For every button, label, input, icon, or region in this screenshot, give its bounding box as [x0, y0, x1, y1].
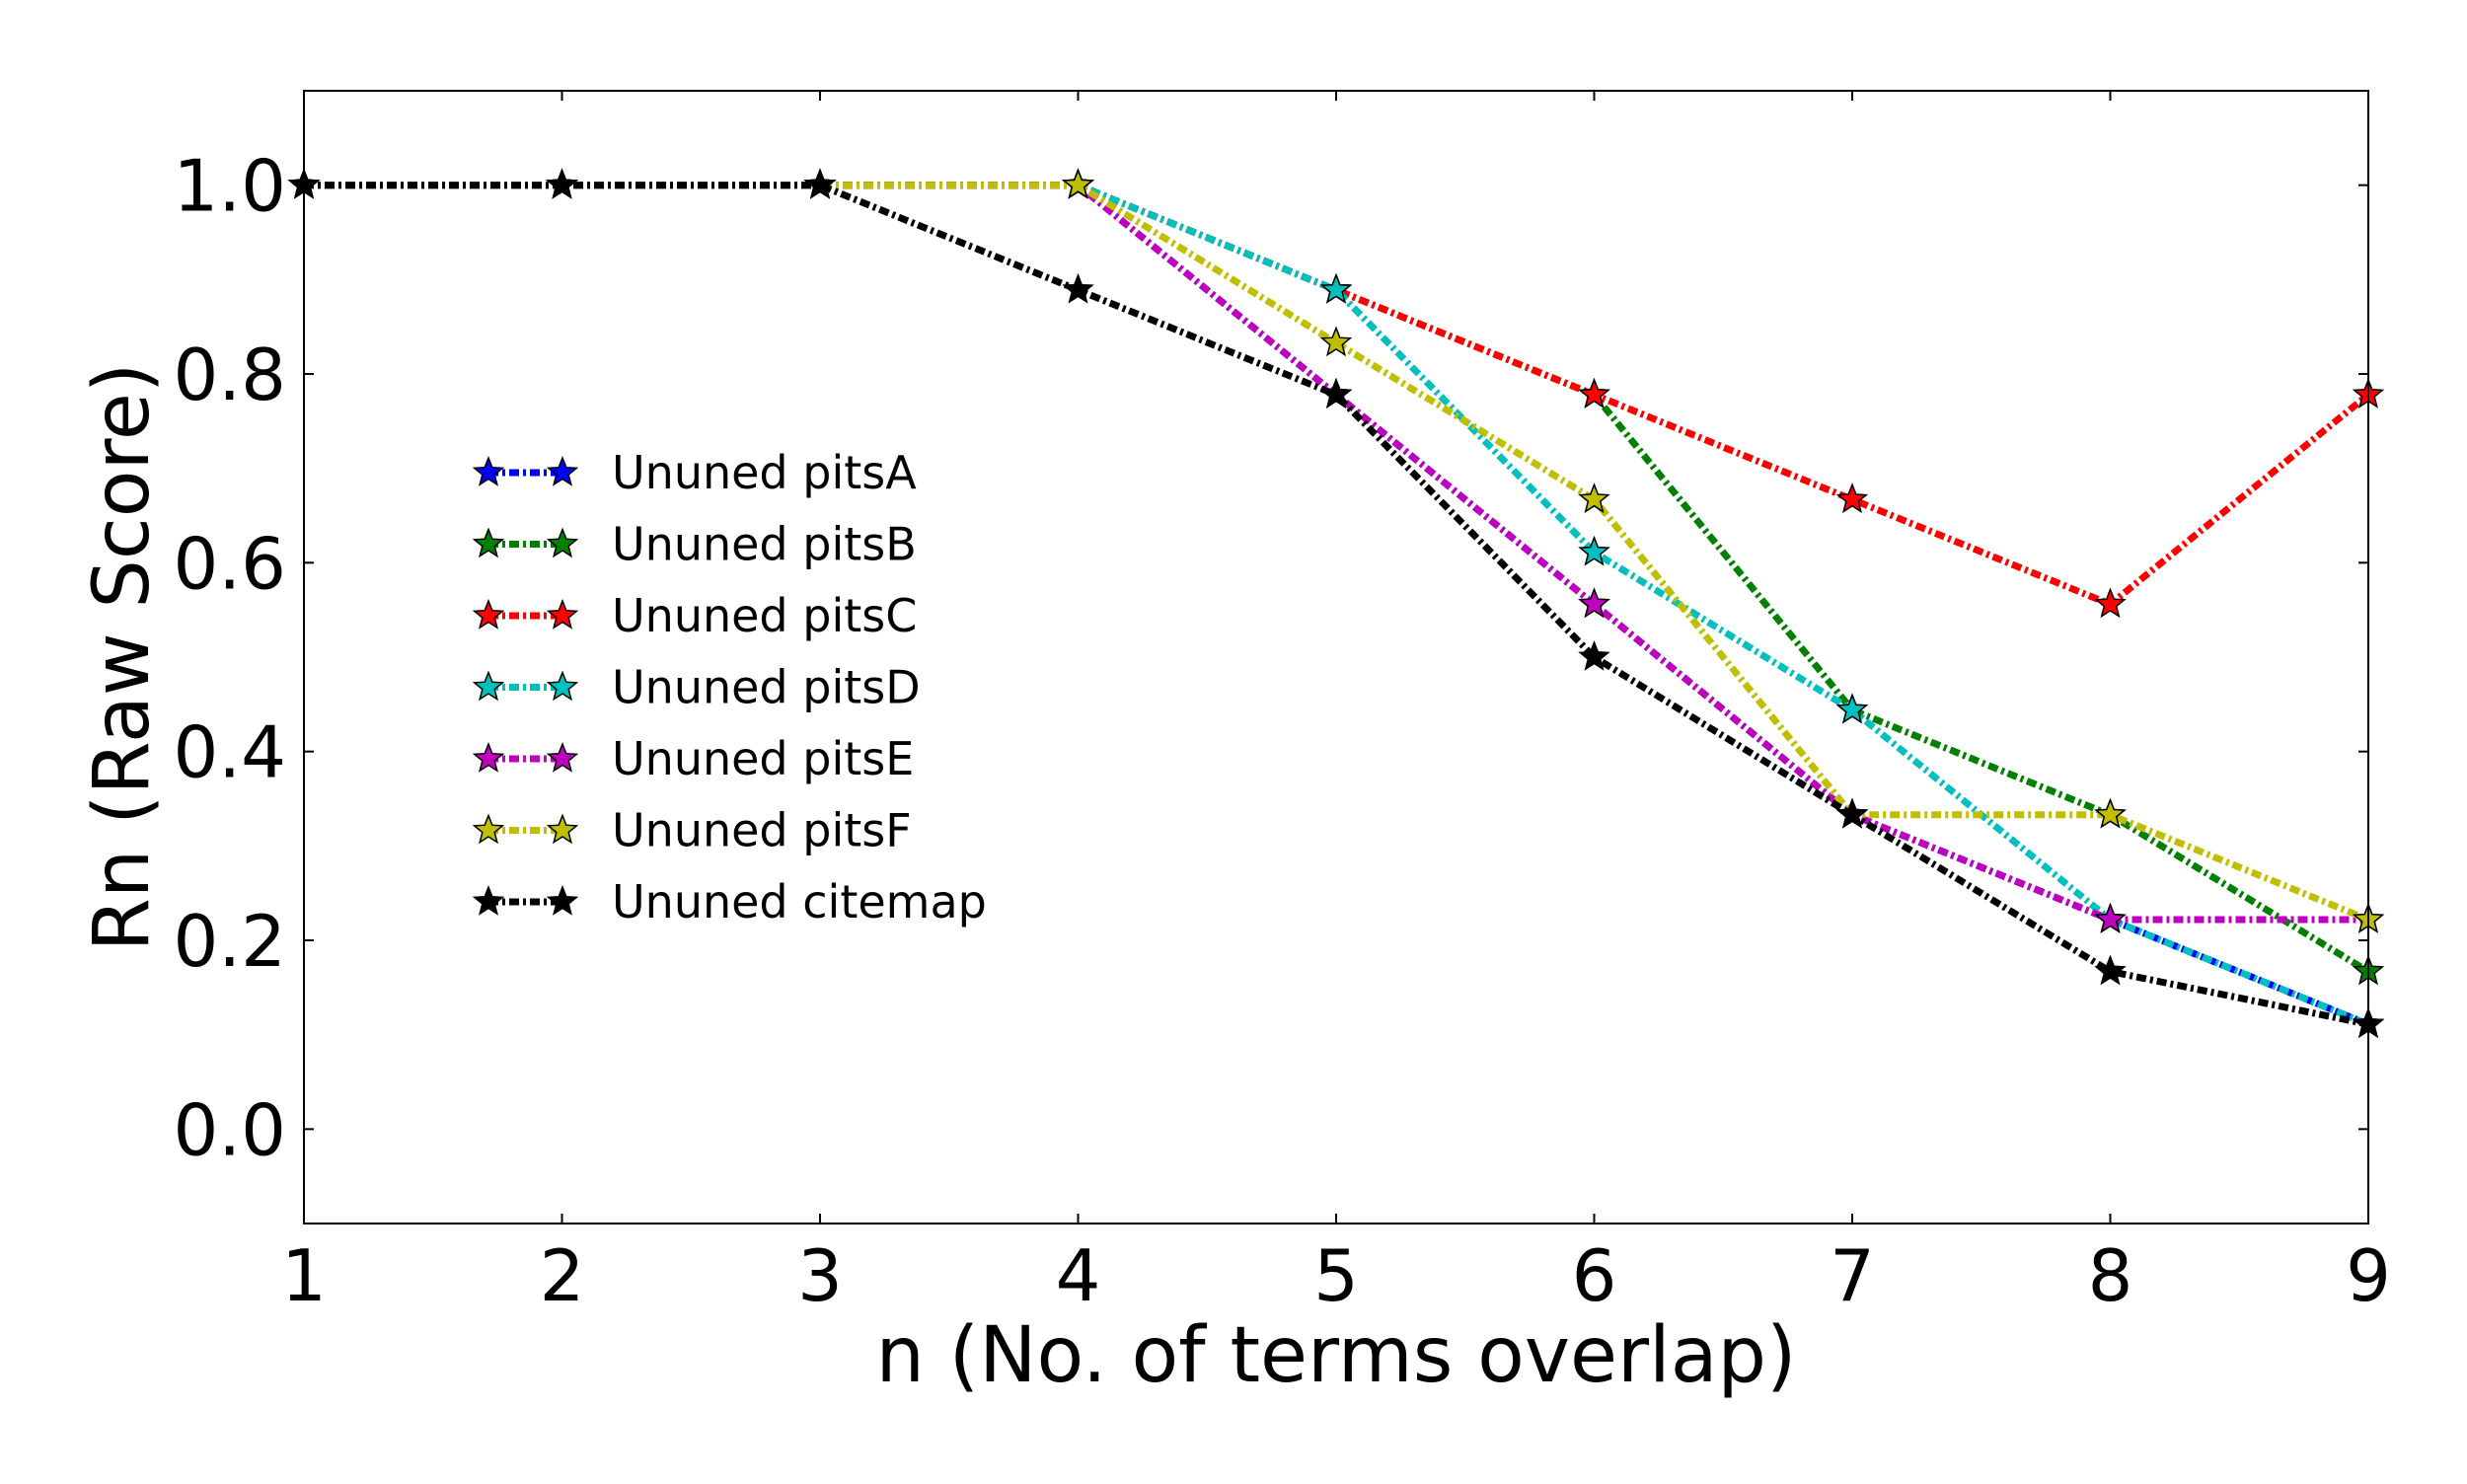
- legend-marker-star: [546, 527, 579, 558]
- data-point-star: [1835, 797, 1869, 829]
- data-point-star: [1578, 377, 1610, 408]
- legend-marker-star: [546, 813, 579, 845]
- legend-marker-star: [546, 598, 579, 630]
- data-point-star: [803, 168, 837, 199]
- data-point-star: [1062, 272, 1094, 304]
- x-tick-label: 8: [2088, 1234, 2133, 1317]
- legend-marker-star: [472, 813, 505, 845]
- data-point-star: [2094, 902, 2127, 933]
- legend-item: Ununed pitsE: [472, 732, 914, 785]
- data-point-star: [1578, 587, 1610, 619]
- legend-item: Ununed pitsA: [472, 446, 917, 499]
- y-tick-label: 0.2: [173, 900, 286, 983]
- legend: Ununed pitsA Ununed pitsB Ununed pitsC Unun…: [472, 446, 987, 928]
- legend-item: Ununed pitsC: [472, 589, 917, 642]
- legend-marker-star: [546, 884, 579, 916]
- legend-marker-star: [472, 455, 505, 486]
- data-point-star: [1578, 535, 1610, 566]
- legend-marker-star: [546, 670, 579, 702]
- legend-label: Ununed pitsC: [612, 589, 917, 642]
- legend-label: Ununed pitsD: [612, 661, 921, 714]
- x-tick-label: 2: [540, 1234, 585, 1317]
- data-point-star: [1319, 326, 1353, 357]
- data-point-star: [1062, 168, 1094, 199]
- x-tick-label: 4: [1056, 1234, 1101, 1317]
- data-point-star: [1319, 272, 1353, 304]
- legend-item: Ununed pitsF: [472, 804, 912, 857]
- x-tick-label: 5: [1313, 1234, 1359, 1317]
- legend-item: Ununed citemap: [472, 875, 987, 928]
- data-point-star: [1578, 639, 1610, 671]
- legend-marker-star: [546, 455, 579, 486]
- y-tick-label: 0.0: [173, 1088, 286, 1171]
- legend-marker-star: [472, 527, 505, 558]
- legend-item: Ununed pitsD: [472, 661, 921, 714]
- data-point-star: [1835, 693, 1869, 724]
- data-point-star: [2094, 954, 2127, 986]
- x-tick-label: 1: [281, 1234, 327, 1317]
- legend-marker-star: [472, 598, 505, 630]
- legend-item: Ununed pitsB: [472, 518, 917, 571]
- legend-label: Ununed pitsA: [612, 446, 917, 499]
- series-layer: [287, 168, 2385, 1038]
- legend-label: Ununed pitsF: [612, 804, 912, 857]
- x-axis-label: n (No. of terms overlap): [876, 1311, 1797, 1400]
- legend-marker-star: [546, 741, 579, 773]
- data-point-star: [1578, 482, 1610, 514]
- y-tick-label: 1.0: [173, 145, 286, 228]
- legend-label: Ununed pitsB: [612, 518, 917, 571]
- data-point-star: [546, 168, 578, 199]
- y-tick-label: 0.6: [173, 522, 286, 605]
- data-point-star: [2094, 587, 2127, 619]
- axis-ticks: 1 2 3 4 5 6 7 8 9 0.0 0.2 0.4 0.6 0.8 1.0: [173, 91, 2391, 1317]
- x-tick-label: 6: [1572, 1234, 1617, 1317]
- data-point-star: [1319, 377, 1353, 408]
- legend-label: Ununed citemap: [612, 875, 987, 928]
- legend-marker-star: [472, 670, 505, 702]
- y-axis-label: Rn (Raw Score): [78, 363, 167, 952]
- legend-marker-star: [472, 741, 505, 773]
- x-tick-label: 9: [2346, 1234, 2391, 1317]
- y-tick-label: 0.8: [173, 334, 286, 416]
- y-tick-label: 0.4: [173, 711, 286, 794]
- data-point-star: [1835, 482, 1869, 514]
- legend-label: Ununed pitsE: [612, 732, 914, 785]
- x-tick-label: 3: [797, 1234, 843, 1317]
- x-tick-label: 7: [1830, 1234, 1875, 1317]
- legend-marker-star: [472, 884, 505, 916]
- data-point-star: [2094, 797, 2127, 829]
